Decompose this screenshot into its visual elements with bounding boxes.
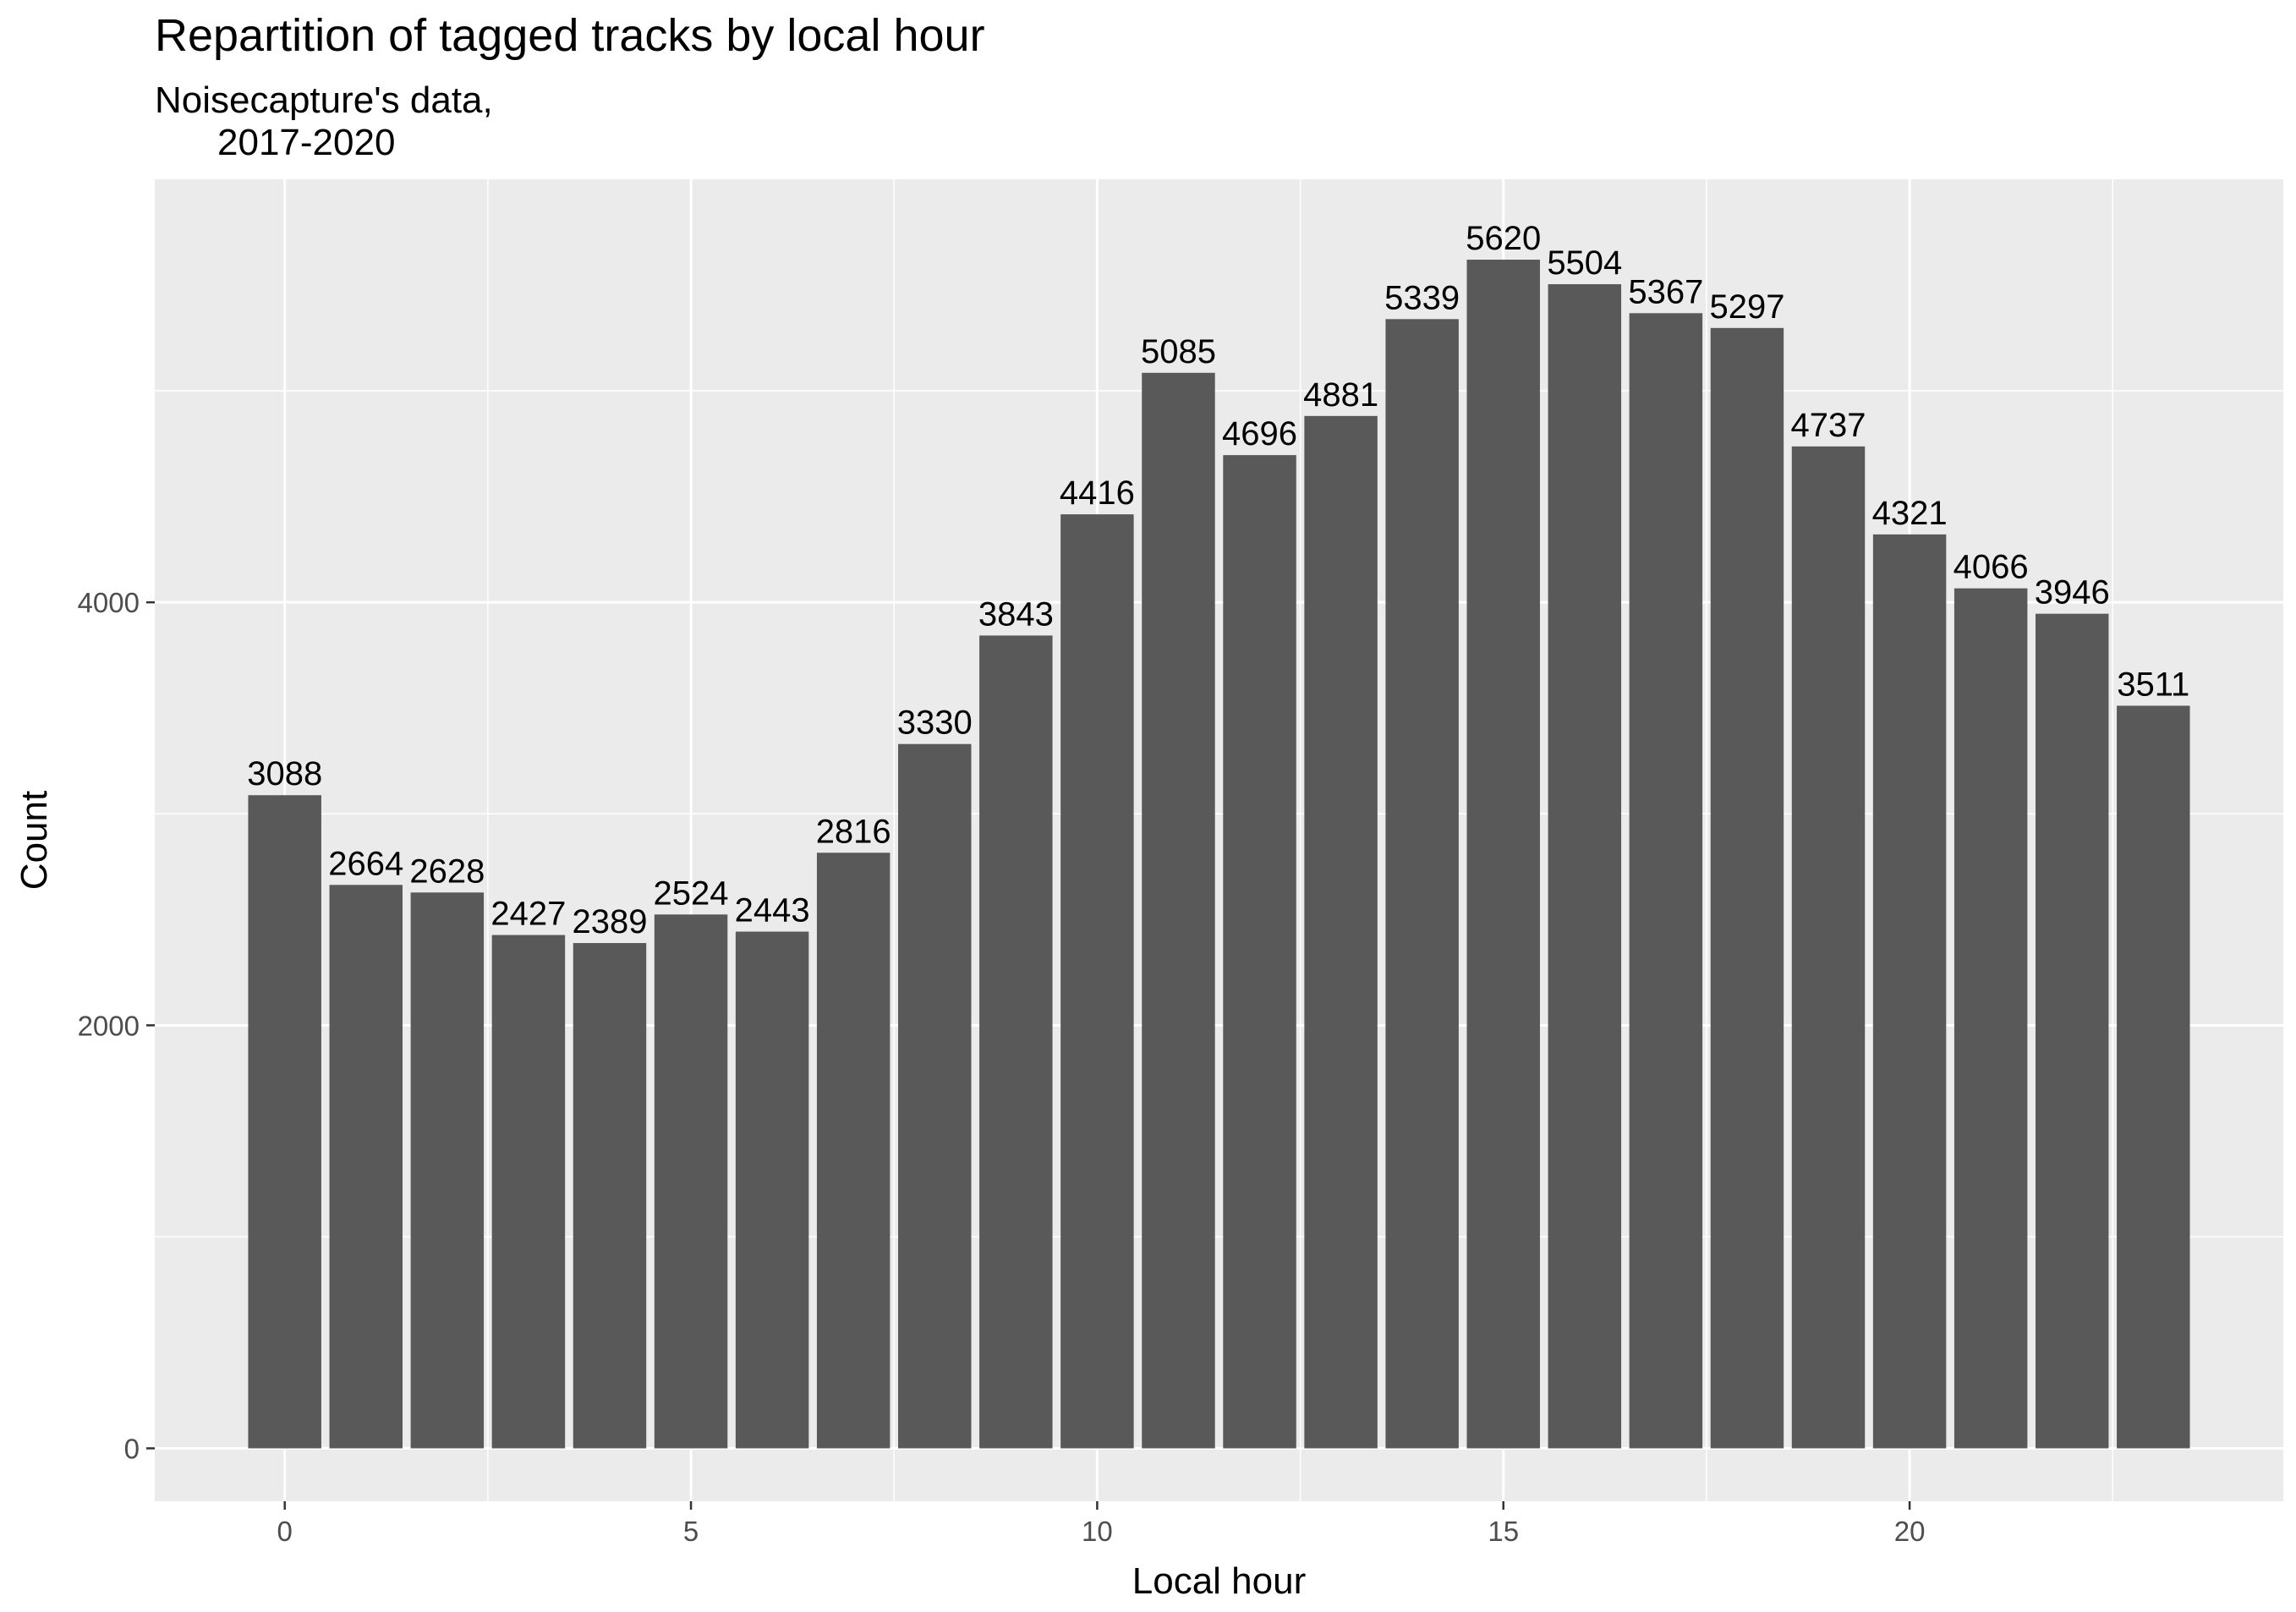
x-tick-label: 10 — [1082, 1516, 1113, 1547]
bar-hour-18 — [1710, 327, 1784, 1449]
bars — [248, 260, 2190, 1449]
data-label-hour-13: 4881 — [1303, 376, 1378, 414]
data-label-hour-21: 4066 — [1954, 549, 2029, 586]
data-label-hour-1: 2664 — [328, 845, 403, 882]
data-label-hour-3: 2427 — [490, 896, 566, 933]
data-label-hour-18: 5297 — [1709, 288, 1784, 326]
bar-hour-1 — [329, 885, 403, 1449]
bar-hour-5 — [654, 914, 728, 1449]
bar-hour-10 — [1060, 514, 1134, 1449]
bar-hour-23 — [2117, 705, 2190, 1449]
chart-subtitle-line-1: Noisecapture's data, — [155, 80, 493, 121]
data-label-hour-9: 3843 — [978, 595, 1054, 633]
bar-hour-9 — [979, 635, 1053, 1449]
data-label-hour-15: 5620 — [1466, 220, 1541, 257]
data-label-hour-6: 2443 — [735, 892, 810, 929]
y-axis: 0 2000 4000 — [78, 587, 155, 1464]
bar-hour-3 — [491, 935, 566, 1449]
x-tick-label: 15 — [1488, 1516, 1519, 1547]
y-axis-title: Count — [14, 791, 55, 890]
x-tick-label: 5 — [683, 1516, 699, 1547]
bar-hour-0 — [248, 795, 321, 1449]
bar-hour-22 — [2035, 613, 2109, 1449]
x-tick-label: 20 — [1894, 1516, 1926, 1547]
data-label-hour-16: 5504 — [1547, 244, 1622, 282]
data-label-hour-11: 5085 — [1141, 333, 1216, 370]
y-tick-label: 4000 — [78, 587, 140, 618]
data-label-hour-2: 2628 — [409, 853, 485, 890]
bar-hour-21 — [1954, 588, 2028, 1449]
bar-hour-19 — [1791, 446, 1866, 1449]
chart-title: Repartition of tagged tracks by local ho… — [155, 10, 985, 61]
bar-hour-8 — [898, 743, 972, 1449]
data-label-hour-23: 3511 — [2117, 666, 2189, 703]
bar-hour-17 — [1629, 313, 1703, 1449]
data-label-hour-8: 3330 — [897, 705, 973, 742]
data-label-hour-20: 4321 — [1872, 495, 1948, 532]
bar-hour-15 — [1466, 260, 1540, 1449]
bar-hour-6 — [735, 931, 809, 1449]
data-label-hour-19: 4737 — [1791, 407, 1866, 444]
chart-subtitle-line-2: 2017-2020 — [217, 122, 395, 163]
bar-hour-2 — [410, 892, 485, 1449]
y-tick-label: 0 — [124, 1433, 140, 1464]
bar-hour-13 — [1304, 415, 1378, 1449]
data-label-hour-14: 5339 — [1384, 279, 1460, 316]
data-label-hour-10: 4416 — [1060, 474, 1135, 512]
data-label-hour-17: 5367 — [1628, 273, 1703, 310]
data-label-hour-12: 4696 — [1222, 415, 1297, 452]
data-label-hour-0: 3088 — [247, 755, 322, 792]
bar-hour-11 — [1142, 372, 1215, 1449]
x-axis: 0 5 10 15 20 — [277, 1501, 1926, 1547]
data-label-hour-22: 3946 — [2035, 574, 2110, 611]
x-axis-title: Local hour — [1132, 1560, 1306, 1602]
x-tick-label: 0 — [277, 1516, 293, 1547]
data-label-hour-4: 2389 — [572, 903, 647, 940]
data-label-hour-7: 2816 — [816, 813, 891, 850]
bar-hour-7 — [816, 853, 890, 1449]
bar-hour-4 — [573, 943, 647, 1449]
bar-hour-12 — [1223, 455, 1296, 1449]
bar-hour-14 — [1385, 319, 1459, 1449]
bar-hour-16 — [1548, 284, 1622, 1449]
bar-hour-20 — [1872, 534, 1947, 1449]
data-label-hour-5: 2524 — [654, 875, 729, 912]
y-tick-label: 2000 — [78, 1010, 140, 1041]
